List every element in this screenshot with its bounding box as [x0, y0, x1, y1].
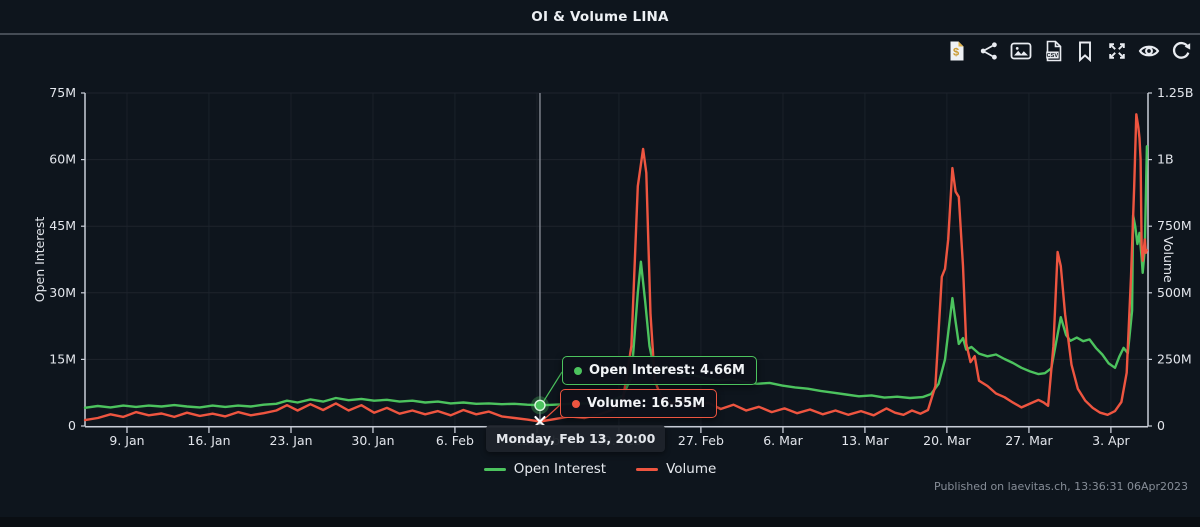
svg-text:23. Jan: 23. Jan [269, 433, 312, 448]
legend-label-volume: Volume [666, 461, 717, 477]
svg-text:30. Jan: 30. Jan [351, 433, 394, 448]
export-image-icon [1010, 41, 1032, 61]
svg-text:45M: 45M [49, 218, 76, 233]
svg-text:20. Mar: 20. Mar [923, 433, 971, 448]
published-note: Published on laevitas.ch, 13:36:31 06Apr… [934, 480, 1188, 493]
svg-text:0: 0 [68, 418, 76, 433]
price-document-button[interactable]: $ [944, 38, 970, 64]
svg-text:6. Mar: 6. Mar [763, 433, 803, 448]
volume-dash-icon [636, 467, 659, 471]
legend-item-volume[interactable]: Volume [636, 461, 716, 477]
tooltip-volume: Volume: 16.55M [560, 389, 718, 418]
page-title: OI & Volume LINA [531, 9, 669, 25]
refresh-icon [1171, 41, 1191, 61]
svg-text:9. Jan: 9. Jan [109, 433, 144, 448]
svg-text:0: 0 [1157, 418, 1165, 433]
legend-label-open-interest: Open Interest [513, 461, 607, 477]
svg-text:1.25B: 1.25B [1157, 85, 1193, 100]
svg-text:1B: 1B [1157, 152, 1174, 167]
eye-button[interactable] [1136, 38, 1162, 64]
export-csv-icon: CSV [1044, 40, 1063, 62]
bottom-strip [0, 517, 1200, 527]
bookmark-button[interactable] [1072, 38, 1098, 64]
export-csv-button[interactable]: CSV [1040, 38, 1066, 64]
svg-text:60M: 60M [49, 152, 76, 167]
price-document-icon: $ [947, 40, 967, 62]
svg-text:30M: 30M [49, 285, 76, 300]
header-divider [0, 33, 1200, 35]
volume-dot-icon [572, 399, 580, 408]
bookmark-icon [1075, 41, 1095, 62]
tooltip-open-interest-text: Open Interest: 4.66M [589, 363, 745, 378]
open-interest-dash-icon [483, 467, 506, 471]
open-interest-dot-icon [574, 366, 582, 375]
share-icon [979, 41, 999, 61]
tooltip-open-interest: Open Interest: 4.66M [562, 356, 757, 385]
svg-text:27. Feb: 27. Feb [678, 433, 724, 448]
share-button[interactable] [976, 38, 1002, 64]
refresh-button[interactable] [1168, 38, 1194, 64]
tooltip-date: Monday, Feb 13, 20:00 [486, 425, 666, 452]
svg-text:250M: 250M [1157, 351, 1192, 366]
legend-item-open-interest[interactable]: Open Interest [483, 461, 607, 477]
svg-text:15M: 15M [49, 351, 76, 366]
svg-text:6. Feb: 6. Feb [436, 433, 474, 448]
svg-text:CSV: CSV [1046, 53, 1058, 59]
svg-text:75M: 75M [49, 85, 76, 100]
svg-text:Volume: Volume [1161, 236, 1176, 283]
svg-text:$: $ [953, 47, 959, 59]
fullscreen-icon [1107, 41, 1127, 61]
chart-legend: Open Interest Volume [0, 461, 1200, 477]
tooltip-volume-text: Volume: 16.55M [587, 396, 706, 411]
svg-text:Open Interest: Open Interest [32, 217, 47, 303]
svg-text:3. Apr: 3. Apr [1092, 433, 1130, 448]
fullscreen-button[interactable] [1104, 38, 1130, 64]
chart-toolbar: $ [944, 38, 1194, 64]
eye-icon [1138, 41, 1160, 61]
title-bar: OI & Volume LINA [0, 0, 1200, 32]
svg-text:750M: 750M [1157, 218, 1192, 233]
svg-text:13. Mar: 13. Mar [841, 433, 889, 448]
svg-text:27. Mar: 27. Mar [1005, 433, 1053, 448]
export-image-button[interactable] [1008, 38, 1034, 64]
svg-text:500M: 500M [1157, 285, 1192, 300]
svg-text:16. Jan: 16. Jan [187, 433, 230, 448]
